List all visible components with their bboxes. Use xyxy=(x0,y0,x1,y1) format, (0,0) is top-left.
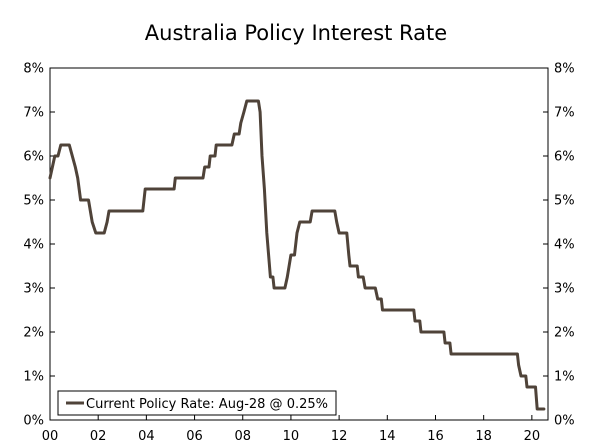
chart-title: Australia Policy Interest Rate xyxy=(145,21,447,45)
axis-ticks xyxy=(49,67,548,421)
y-tick-label-right: 6% xyxy=(554,150,575,165)
y-tick-label-right: 8% xyxy=(554,62,575,77)
legend: Current Policy Rate: Aug-28 @ 0.25% xyxy=(57,390,337,416)
x-tick-label: 14 xyxy=(379,429,396,444)
x-tick-label: 10 xyxy=(283,429,300,444)
series-line xyxy=(48,99,546,411)
y-tick-label-left: 1% xyxy=(23,370,44,385)
x-tick-label: 18 xyxy=(475,429,492,444)
y-tick-label-right: 5% xyxy=(554,194,575,209)
x-tick-label: 12 xyxy=(331,429,348,444)
y-tick-label-left: 4% xyxy=(23,238,44,253)
axis-tick-labels: 0% 0% 1% 1% 2% 2% 3% 3% 4% 4% 5% 5% 6% 6% 7% 7% 8% 8% 00 02… xyxy=(23,62,574,445)
series-layer xyxy=(48,99,546,411)
x-tick-label: 20 xyxy=(524,429,541,444)
legend-label: Current Policy Rate: Aug-28 @ 0.25% xyxy=(86,397,328,412)
y-tick-label-left: 8% xyxy=(23,62,44,77)
y-tick-label-left: 6% xyxy=(23,150,44,165)
y-tick-label-left: 5% xyxy=(23,194,44,209)
y-tick-label-left: 3% xyxy=(23,282,44,297)
y-tick-label-right: 1% xyxy=(554,370,575,385)
legend-box xyxy=(57,390,337,416)
x-tick-label: 16 xyxy=(427,429,444,444)
y-tick-label-right: 3% xyxy=(554,282,575,297)
y-tick-label-left: 0% xyxy=(23,414,44,429)
x-tick-label: 02 xyxy=(90,429,107,444)
y-tick-label-right: 0% xyxy=(554,414,575,429)
y-tick-label-right: 2% xyxy=(554,326,575,341)
y-tick-label-left: 2% xyxy=(23,326,44,341)
y-tick-label-right: 4% xyxy=(554,238,575,253)
x-tick-label: 00 xyxy=(42,429,59,444)
y-tick-label-left: 7% xyxy=(23,106,44,121)
x-tick-label: 06 xyxy=(186,429,203,444)
x-tick-label: 08 xyxy=(234,429,251,444)
y-tick-label-right: 7% xyxy=(554,106,575,121)
x-tick-label: 04 xyxy=(138,429,155,444)
plot-frame xyxy=(49,67,549,421)
